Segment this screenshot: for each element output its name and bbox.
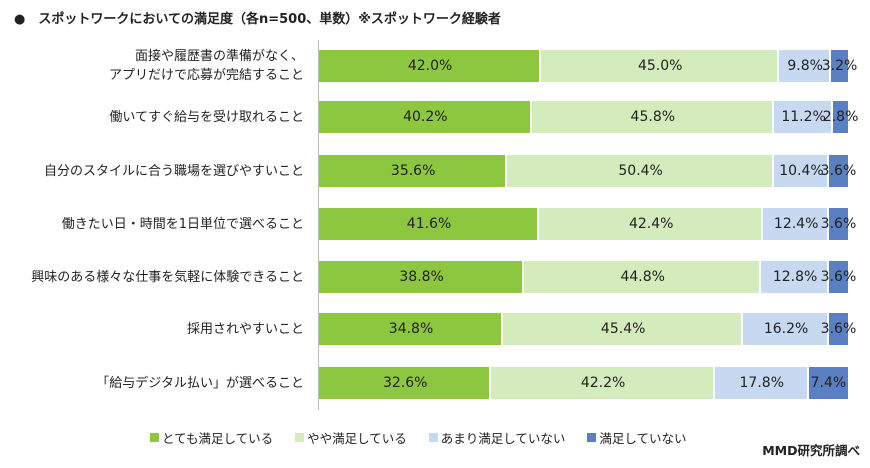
bar-segment — [808, 367, 848, 399]
bar-segment — [714, 367, 809, 399]
data-label: 17.8% — [739, 375, 785, 391]
category-label: 働いてすぐ給与を受け取れること — [109, 109, 304, 125]
bar-segment — [319, 101, 532, 133]
data-label: 10.4% — [779, 163, 824, 179]
legend-item: やや満足している — [295, 428, 407, 447]
data-label: 42.4% — [628, 216, 674, 232]
legend-label: あまり満足していない — [440, 431, 566, 446]
category-label: 「給与デジタル払い」が選べること — [96, 375, 304, 391]
bar-segment — [828, 208, 848, 240]
legend-swatch — [428, 433, 438, 442]
bar-segment — [828, 155, 848, 187]
legend-label: やや満足している — [307, 431, 407, 446]
data-label: 3.6% — [820, 163, 857, 179]
data-label: 38.8% — [399, 269, 444, 285]
legend-item: 満足していない — [587, 428, 687, 447]
legend-item: あまり満足していない — [428, 428, 566, 447]
data-label: 34.8% — [388, 321, 434, 337]
bar-segment — [531, 101, 774, 133]
data-label: 45.4% — [600, 321, 646, 337]
bar-segment — [828, 261, 848, 293]
bar-segment — [773, 101, 834, 133]
bar-segment — [319, 367, 492, 399]
bar-segment — [773, 155, 829, 187]
bar-segment — [319, 208, 540, 240]
bar-segment — [507, 155, 774, 187]
bar-segment — [541, 50, 780, 82]
data-label: 3.6% — [820, 216, 857, 232]
legend: とても満足している やや満足している あまり満足していない 満足していない — [150, 428, 687, 447]
source-note: MMD研究所調べ — [762, 443, 860, 458]
data-label: 12.8% — [772, 269, 818, 285]
bar-segment — [491, 367, 715, 399]
bar-segment — [779, 50, 832, 82]
bar-segment — [503, 313, 744, 345]
legend-swatch — [587, 433, 597, 442]
data-label: 3.6% — [820, 321, 857, 337]
data-label: 12.4% — [773, 216, 819, 232]
bar-segment — [763, 208, 829, 240]
bar-segment — [319, 155, 508, 187]
chart-title: ● スポットワークにおいての満足度（各n=500、単数）※スポットワーク経験者 — [14, 12, 501, 27]
bar-segment — [828, 313, 848, 345]
data-label: 7.4% — [810, 375, 847, 391]
data-label: 32.6% — [382, 375, 428, 391]
bar-segment — [833, 101, 848, 133]
legend-swatch — [150, 433, 159, 442]
category-label: 自分のスタイルに合う職場を選びやすいこと — [43, 163, 304, 179]
category-label: 面接や履歴書の準備がなく、 アプリだけで応募が完結すること — [108, 49, 304, 83]
bar-segment — [319, 313, 504, 345]
legend-label: とても満足している — [162, 431, 274, 446]
data-label: 16.2% — [763, 321, 809, 337]
bar-segment — [831, 50, 848, 82]
data-label: 45.8% — [630, 109, 676, 125]
data-label: 3.6% — [820, 269, 857, 285]
data-label: 40.2% — [403, 109, 448, 125]
legend-swatch — [295, 433, 305, 442]
bar-segment — [743, 313, 829, 345]
legend-item: とても満足している — [150, 428, 273, 447]
bar-segment — [539, 208, 764, 240]
category-label: 働きたい日・時間を1日単位で選べること — [61, 216, 304, 232]
bar-segment — [319, 50, 542, 82]
data-label: 45.0% — [637, 58, 683, 74]
data-label: 9.8% — [787, 58, 823, 74]
data-label: 42.2% — [580, 375, 626, 391]
category-label: 採用されやすいこと — [186, 321, 304, 337]
data-label: 11.2% — [781, 109, 826, 125]
category-label: 興味のある様々な仕事を気軽に体験できること — [31, 269, 304, 285]
data-label: 44.8% — [620, 269, 665, 285]
data-label: 42.0% — [407, 58, 453, 74]
bar-segment — [319, 261, 525, 293]
bar-segment — [524, 261, 762, 293]
data-label: 50.4% — [618, 163, 663, 179]
legend-label: 満足していない — [599, 431, 687, 446]
data-label: 2.8% — [822, 109, 859, 125]
data-label: 41.6% — [406, 216, 452, 232]
data-label: 3.2% — [821, 58, 858, 74]
category-axis-line — [318, 40, 319, 410]
bar-segment — [761, 261, 829, 293]
data-label: 35.6% — [390, 163, 436, 179]
